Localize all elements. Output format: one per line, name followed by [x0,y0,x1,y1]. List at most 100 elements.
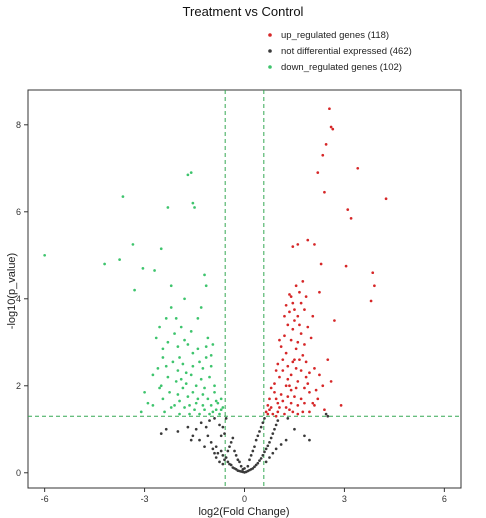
point-down-regulated-52 [139,410,143,414]
point-down-regulated-99 [201,393,205,396]
x-axis-label: log2(Fold Change) [198,506,289,518]
point-up-regulated-96 [286,395,290,399]
point-down-regulated-16 [169,306,173,309]
point-not-differential-95 [241,467,245,471]
point-down-regulated-7 [159,247,163,251]
point-not-differential-11 [164,427,168,431]
y-tick-label-2: 2 [16,381,21,391]
point-down-regulated-46 [173,404,176,407]
point-not-differential-68 [236,458,240,462]
point-up-regulated-67 [271,412,275,416]
point-down-regulated-0 [43,253,47,257]
point-up-regulated-21 [289,295,293,298]
point-down-regulated-92 [176,369,180,372]
point-up-regulated-1 [329,125,333,129]
x-tick-label-0: 0 [242,494,247,504]
point-not-differential-14 [206,434,210,438]
point-up-regulated-20 [333,319,336,322]
point-up-regulated-69 [283,412,286,416]
point-down-regulated-91 [204,356,208,359]
point-up-regulated-103 [298,323,301,327]
point-not-differential-91 [284,438,288,442]
point-up-regulated-90 [309,336,313,340]
point-down-regulated-48 [193,408,196,412]
point-down-regulated-84 [183,338,186,342]
point-not-differential-93 [246,464,250,468]
point-not-differential-15 [209,440,213,444]
point-down-regulated-37 [194,384,198,388]
point-up-regulated-19 [369,299,373,303]
point-down-regulated-10 [189,171,193,174]
x-tick-label--6: -6 [41,494,49,504]
point-up-regulated-22 [291,301,295,305]
point-up-regulated-18 [373,284,376,288]
point-down-regulated-87 [169,284,173,288]
point-down-regulated-15 [133,288,136,292]
point-down-regulated-36 [184,382,188,385]
point-not-differential-74 [254,438,258,442]
point-up-regulated-15 [344,264,348,268]
legend-label-not-differential: not differential expressed (462) [281,46,412,57]
point-up-regulated-76 [279,393,283,396]
point-down-regulated-1 [103,262,106,266]
point-up-regulated-93 [326,358,330,362]
point-not-differential-85 [268,456,271,459]
y-tick-label-4: 4 [16,294,21,304]
point-up-regulated-79 [293,358,296,362]
point-not-differential-60 [226,449,230,453]
point-down-regulated-6 [153,269,156,272]
point-up-regulated-52 [293,395,296,399]
point-up-regulated-113 [311,401,315,405]
point-up-regulated-50 [329,380,333,383]
point-not-differential-65 [219,434,223,438]
point-up-regulated-49 [321,384,325,388]
legend-marker-down-regulated [268,65,272,69]
point-not-differential-12 [159,432,163,435]
point-down-regulated-40 [168,390,171,394]
point-not-differential-83 [221,462,225,466]
point-down-regulated-76 [201,404,205,407]
point-not-differential-52 [274,423,278,427]
point-not-differential-10 [176,430,180,433]
point-up-regulated-112 [303,386,306,390]
point-not-differential-16 [211,447,215,451]
point-up-regulated-9 [384,197,388,201]
point-down-regulated-59 [183,297,186,301]
point-not-differential-72 [251,449,255,453]
point-down-regulated-71 [158,386,161,390]
point-down-regulated-80 [169,406,173,409]
point-down-regulated-89 [151,373,155,377]
x-tick-label-3: 3 [342,494,347,504]
point-down-regulated-9 [186,173,190,177]
legend-label-up-regulated: up_regulated genes (118) [281,30,389,41]
point-not-differential-58 [324,412,328,416]
axis-ticks: -6 -3 0 3 6 0 2 4 6 8 [16,120,447,504]
point-down-regulated-57 [208,412,211,416]
point-up-regulated-42 [304,360,308,364]
point-not-differential-82 [218,460,221,464]
point-up-regulated-37 [291,360,295,364]
point-not-differential-25 [229,463,233,467]
point-up-regulated-106 [304,295,308,298]
point-up-regulated-4 [321,153,325,157]
point-not-differential-66 [233,449,236,453]
point-up-regulated-65 [266,404,270,407]
y-axis-label: -log10(p_value) [6,253,18,329]
point-down-regulated-90 [213,390,216,394]
point-up-regulated-58 [273,390,276,394]
legend-entry-up-regulated: up_regulated genes (118) [268,30,389,41]
point-up-regulated-115 [288,384,291,388]
point-up-regulated-24 [288,310,291,314]
point-not-differential-69 [238,460,241,464]
point-up-regulated-10 [323,190,326,194]
point-down-regulated-41 [176,393,180,396]
point-up-regulated-101 [274,369,278,372]
point-up-regulated-62 [284,406,288,409]
point-down-regulated-45 [214,399,218,403]
point-down-regulated-73 [191,390,195,394]
chart-title: Treatment vs Control [183,4,304,19]
point-not-differential-81 [213,451,216,455]
legend-label-down-regulated: down_regulated genes (102) [281,62,402,73]
point-up-regulated-82 [289,338,293,342]
point-not-differential-44 [261,454,265,457]
